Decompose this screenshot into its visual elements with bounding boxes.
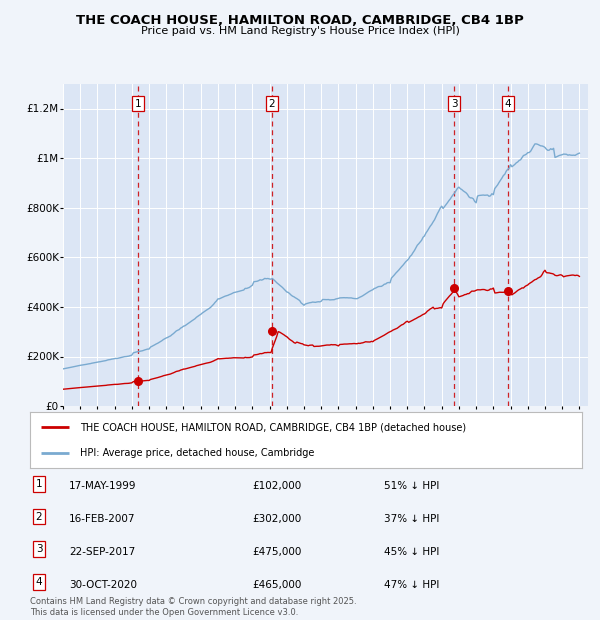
Text: Contains HM Land Registry data © Crown copyright and database right 2025.
This d: Contains HM Land Registry data © Crown c…	[30, 598, 356, 617]
Text: 4: 4	[35, 577, 43, 587]
Text: 1: 1	[135, 99, 142, 108]
Text: 2: 2	[35, 512, 43, 521]
Text: HPI: Average price, detached house, Cambridge: HPI: Average price, detached house, Camb…	[80, 448, 314, 458]
Text: 2: 2	[268, 99, 275, 108]
Text: 3: 3	[451, 99, 457, 108]
Text: 37% ↓ HPI: 37% ↓ HPI	[384, 514, 439, 524]
Text: 3: 3	[35, 544, 43, 554]
Text: £465,000: £465,000	[252, 580, 301, 590]
Text: 16-FEB-2007: 16-FEB-2007	[69, 514, 136, 524]
Text: 51% ↓ HPI: 51% ↓ HPI	[384, 481, 439, 491]
Text: 17-MAY-1999: 17-MAY-1999	[69, 481, 137, 491]
Text: 4: 4	[505, 99, 511, 108]
Text: THE COACH HOUSE, HAMILTON ROAD, CAMBRIDGE, CB4 1BP (detached house): THE COACH HOUSE, HAMILTON ROAD, CAMBRIDG…	[80, 422, 466, 432]
Text: 30-OCT-2020: 30-OCT-2020	[69, 580, 137, 590]
Text: £302,000: £302,000	[252, 514, 301, 524]
Text: £102,000: £102,000	[252, 481, 301, 491]
Text: 1: 1	[35, 479, 43, 489]
Text: Price paid vs. HM Land Registry's House Price Index (HPI): Price paid vs. HM Land Registry's House …	[140, 26, 460, 36]
Text: THE COACH HOUSE, HAMILTON ROAD, CAMBRIDGE, CB4 1BP: THE COACH HOUSE, HAMILTON ROAD, CAMBRIDG…	[76, 14, 524, 27]
Text: 22-SEP-2017: 22-SEP-2017	[69, 547, 135, 557]
Text: £475,000: £475,000	[252, 547, 301, 557]
Text: 45% ↓ HPI: 45% ↓ HPI	[384, 547, 439, 557]
Text: 47% ↓ HPI: 47% ↓ HPI	[384, 580, 439, 590]
